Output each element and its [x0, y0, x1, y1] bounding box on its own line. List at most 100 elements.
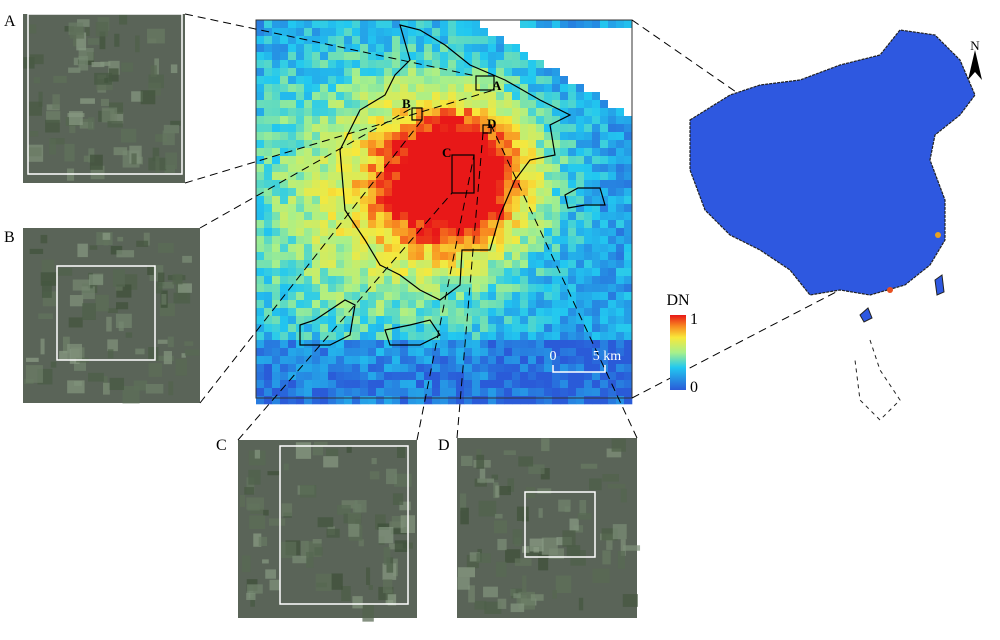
heat-cell	[368, 380, 377, 389]
heat-cell	[600, 396, 609, 405]
heat-cell	[352, 212, 361, 221]
heat-cell	[512, 284, 521, 293]
heat-cell	[504, 20, 512, 28]
heat-cell	[480, 84, 489, 93]
image-texture	[168, 381, 174, 396]
heat-cell	[528, 308, 537, 317]
extent-box	[27, 13, 183, 175]
heat-cell	[568, 100, 577, 109]
heat-cell	[304, 260, 313, 269]
heat-cell	[616, 276, 625, 285]
heat-cell	[528, 340, 537, 349]
heat-cell	[472, 356, 481, 365]
image-texture	[341, 585, 351, 602]
heat-cell	[480, 156, 489, 165]
heat-cell	[336, 388, 345, 397]
heat-cell	[376, 300, 385, 309]
heat-cell	[376, 308, 385, 317]
heat-cell	[368, 284, 377, 293]
heat-cell	[536, 100, 545, 109]
heat-cell	[288, 340, 297, 349]
heat-cell	[320, 116, 329, 125]
heat-cell	[384, 348, 393, 357]
heat-cell	[480, 52, 489, 61]
heat-cell	[288, 204, 297, 213]
heat-cell	[408, 324, 417, 333]
heat-cell	[608, 204, 617, 213]
heat-cell	[616, 220, 625, 229]
heat-cell	[616, 340, 625, 349]
heat-cell	[560, 260, 569, 269]
heat-cell	[552, 132, 561, 141]
heat-cell	[432, 308, 441, 317]
heat-cell	[616, 244, 625, 253]
image-texture	[91, 61, 105, 68]
heat-cell	[256, 52, 265, 61]
heat-cell	[296, 212, 305, 221]
heat-cell	[560, 100, 569, 109]
heat-cell	[528, 364, 537, 373]
heat-cell	[552, 388, 561, 397]
heat-cell	[256, 388, 265, 397]
heat-cell	[488, 292, 497, 301]
heat-cell	[552, 52, 560, 60]
heat-cell	[400, 44, 409, 53]
heat-cell	[544, 268, 553, 277]
heat-cell	[552, 300, 561, 309]
heat-cell	[352, 84, 361, 93]
heat-cell	[328, 92, 337, 101]
heat-cell	[408, 380, 417, 389]
heat-cell	[384, 156, 393, 165]
heat-cell	[272, 316, 281, 325]
heat-cell	[296, 92, 305, 101]
heat-cell	[512, 60, 521, 69]
heat-cell	[568, 284, 577, 293]
heat-cell	[392, 372, 401, 381]
heat-cell	[448, 28, 457, 37]
heat-cell	[304, 164, 313, 173]
heat-cell	[360, 116, 369, 125]
heat-cell	[288, 316, 297, 325]
heat-cell	[264, 148, 273, 157]
heat-cell	[592, 212, 601, 221]
heat-cell	[544, 180, 553, 189]
heat-cell	[368, 228, 377, 237]
heat-cell	[424, 244, 433, 253]
heat-cell	[304, 172, 313, 181]
heat-cell	[520, 284, 529, 293]
heat-cell	[416, 68, 425, 77]
heat-cell	[296, 380, 305, 389]
heat-cell	[608, 308, 617, 317]
heat-cell	[456, 52, 465, 61]
heat-cell	[600, 76, 608, 84]
heat-cell	[416, 324, 425, 333]
heat-cell	[552, 156, 561, 165]
heat-cell	[480, 100, 489, 109]
heat-cell	[504, 196, 513, 205]
heat-cell	[296, 356, 305, 365]
heat-cell	[504, 396, 513, 405]
heat-cell	[400, 116, 409, 125]
heat-cell	[560, 220, 569, 229]
heat-cell	[296, 76, 305, 85]
heat-cell	[488, 356, 497, 365]
heat-cell	[512, 260, 521, 269]
heat-cell	[440, 140, 449, 149]
heat-cell	[304, 228, 313, 237]
heat-cell	[488, 308, 497, 317]
heat-cell	[584, 396, 593, 405]
heat-cell	[448, 372, 457, 381]
heat-cell	[272, 236, 281, 245]
heat-cell	[552, 220, 561, 229]
image-texture	[181, 353, 186, 358]
heat-cell	[256, 332, 265, 341]
image-texture	[479, 468, 486, 484]
heat-cell	[296, 284, 305, 293]
image-texture	[382, 579, 393, 594]
heat-cell	[560, 364, 569, 373]
heat-cell	[424, 84, 433, 93]
heat-cell	[536, 268, 545, 277]
heat-cell	[376, 356, 385, 365]
heat-cell	[496, 348, 505, 357]
heat-cell	[464, 308, 473, 317]
